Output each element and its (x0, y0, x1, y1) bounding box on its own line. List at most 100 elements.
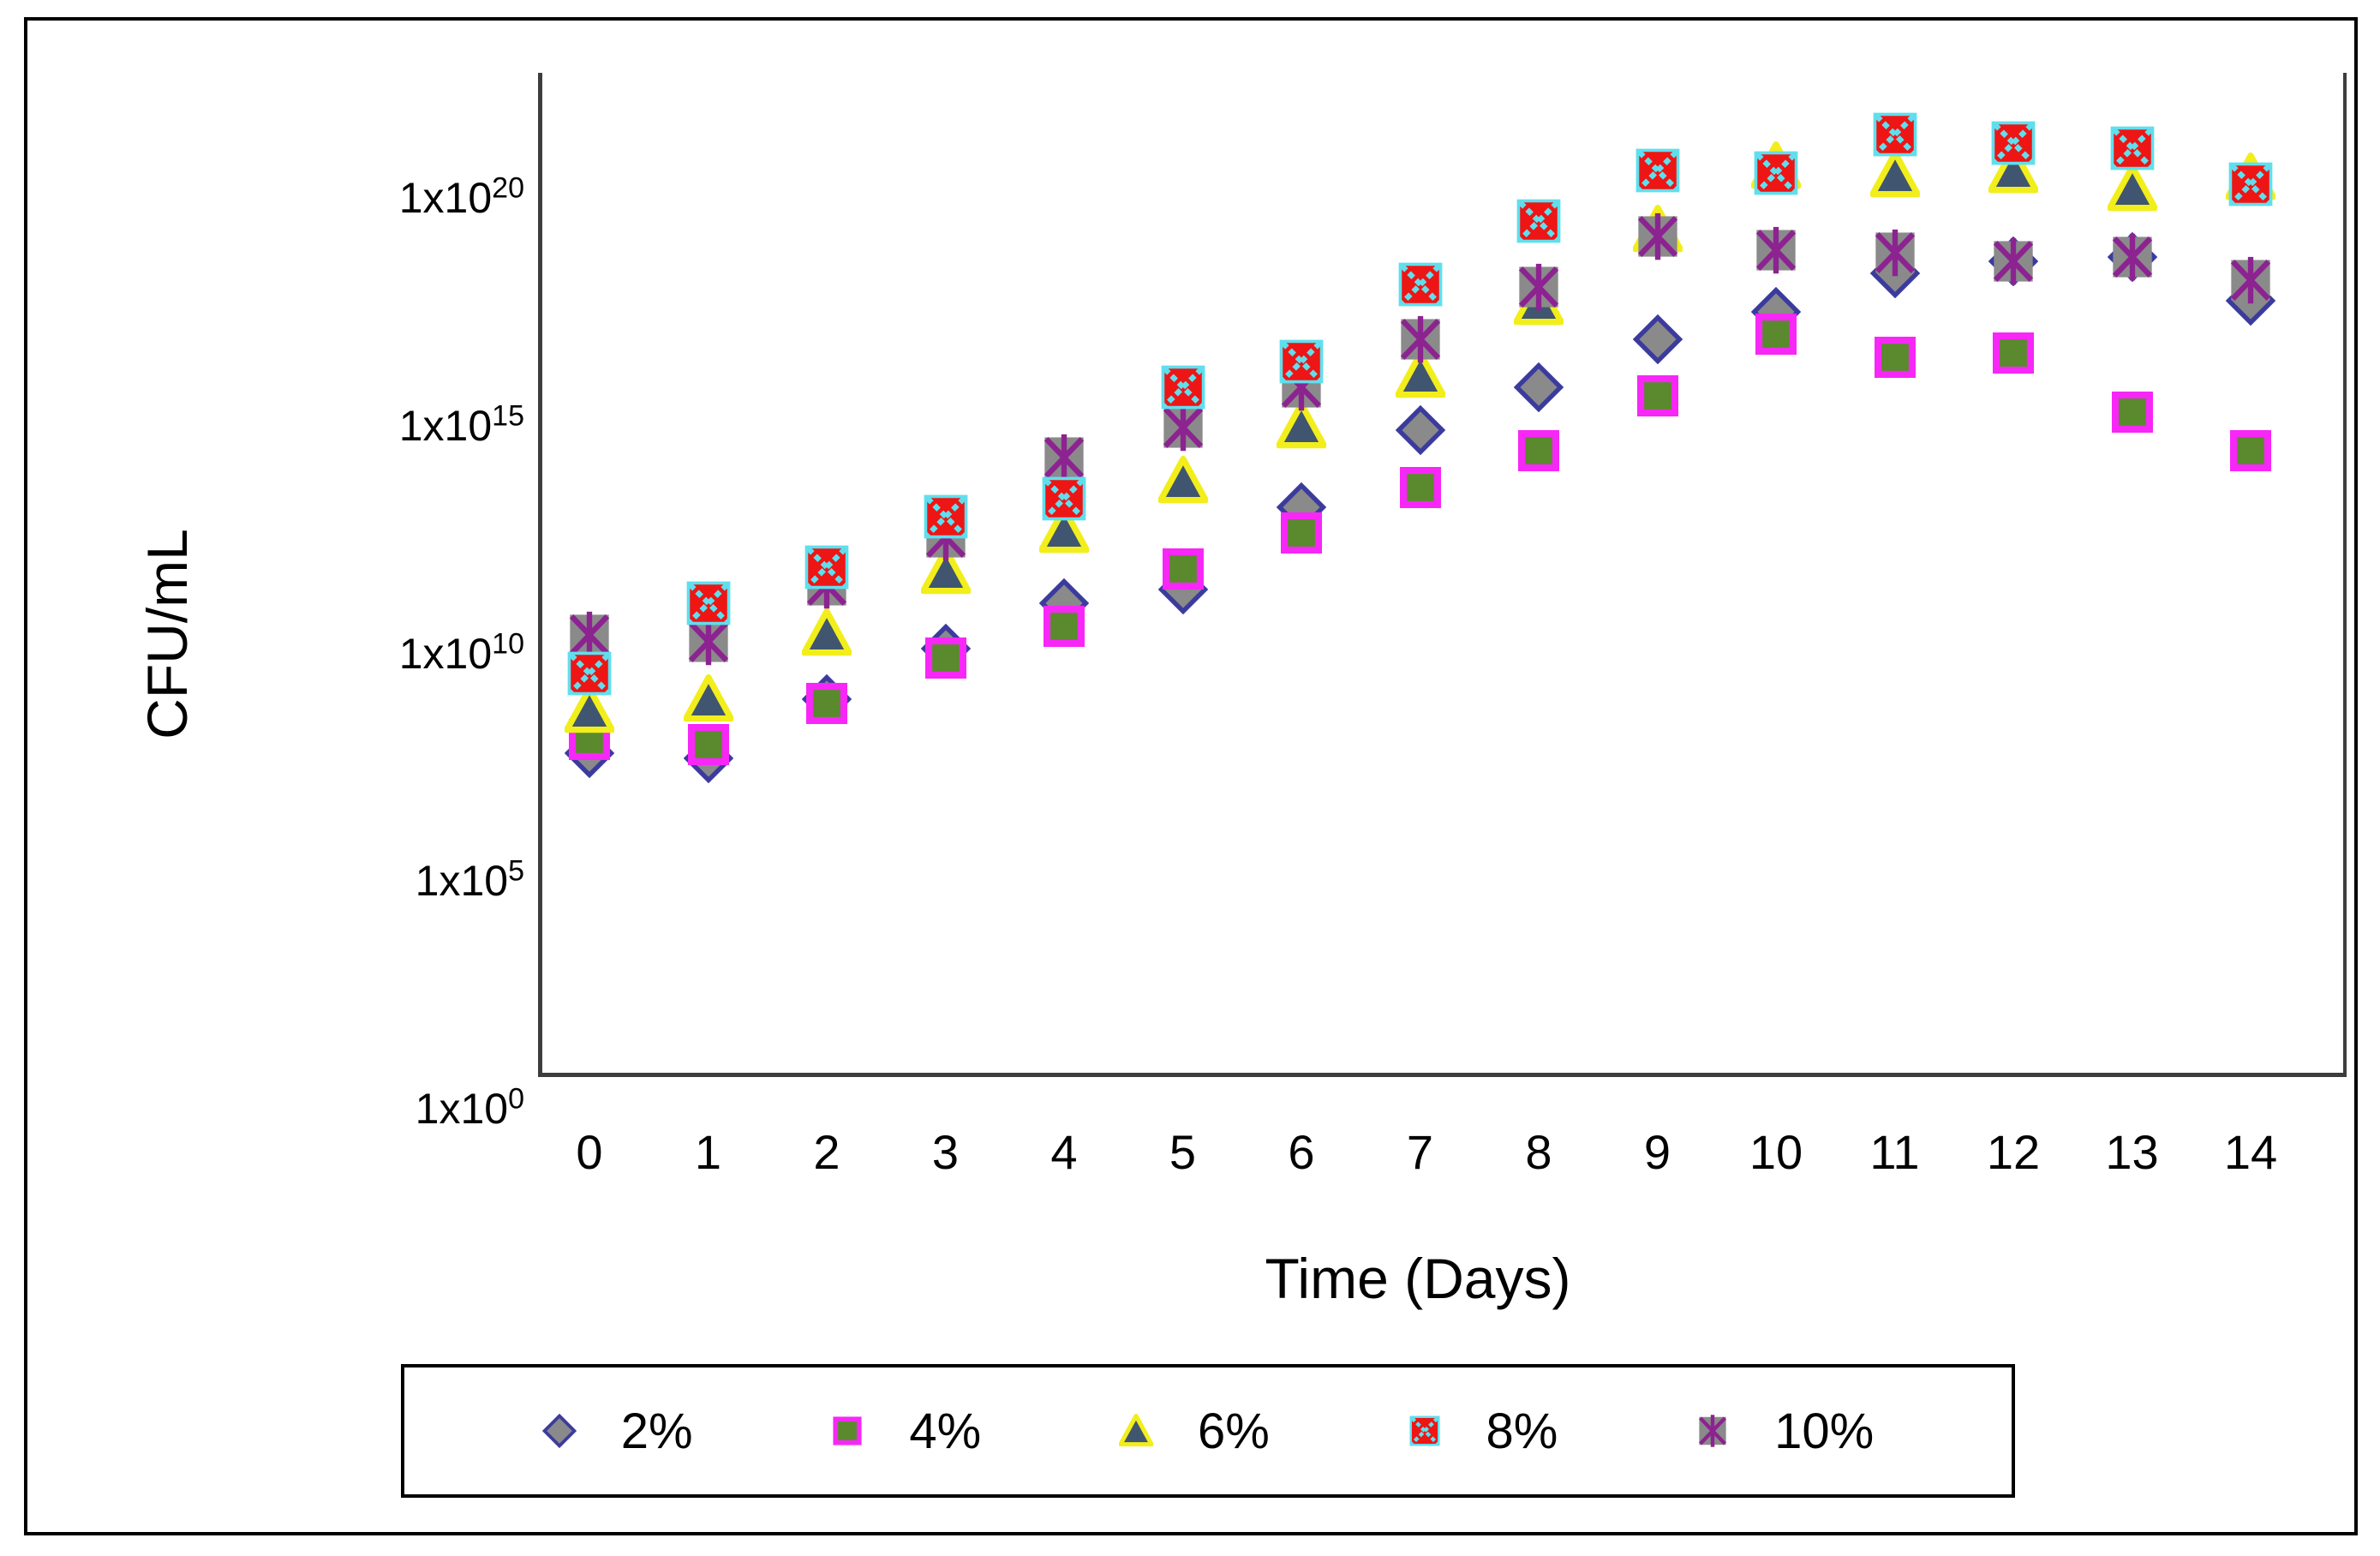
x-square-icon (1042, 476, 1086, 521)
marker-8pct-day-4 (1039, 474, 1089, 524)
marker-10pct-day-11 (1870, 228, 1920, 278)
marker-10pct-day-5 (1158, 403, 1208, 452)
asterisk-icon (2230, 256, 2271, 303)
x-tick-label-5: 5 (1169, 1125, 1197, 1179)
square-icon (1162, 548, 1204, 590)
triangle-icon (801, 607, 852, 655)
asterisk-icon (569, 612, 610, 659)
triangle-icon (682, 673, 734, 721)
diamond-icon (1395, 404, 1445, 456)
marker-6pct-day-7 (1394, 350, 1446, 400)
marker-6pct-day-11 (1869, 150, 1921, 200)
x-tick-label-4: 4 (1050, 1125, 1078, 1179)
x-tick-label-1: 1 (694, 1125, 722, 1179)
asterisk-icon (1993, 238, 2034, 285)
square-icon (805, 682, 848, 724)
marker-2pct-day-7 (1395, 404, 1445, 456)
x-square-icon (804, 545, 849, 589)
right-axis-line (2343, 73, 2347, 1077)
asterisk-icon (1699, 1415, 1727, 1447)
x-square-icon (2110, 126, 2154, 170)
x-square-icon (1873, 112, 1917, 156)
square-icon (687, 723, 729, 765)
square-icon (924, 637, 966, 679)
marker-4pct-day-5 (1158, 544, 1208, 594)
x-tick-label-6: 6 (1288, 1125, 1315, 1179)
triangle-icon (1988, 146, 2039, 194)
diamond-icon (1513, 362, 1564, 412)
figure-border (24, 17, 2358, 1535)
x-tick-label-13: 13 (2105, 1125, 2159, 1179)
asterisk-icon (2112, 233, 2152, 281)
legend-box: 2% 4% 6% 8% 10% (401, 1364, 2015, 1498)
marker-10pct-day-9 (1633, 212, 1683, 261)
marker-8pct-day-8 (1514, 196, 1564, 246)
marker-4pct-day-2 (802, 679, 852, 728)
marker-8pct-day-7 (1396, 260, 1445, 309)
marker-8pct-day-14 (2226, 159, 2275, 209)
x-tick-label-7: 7 (1406, 1125, 1434, 1179)
marker-8pct-day-10 (1751, 148, 1801, 198)
marker-6pct-day-12 (1988, 146, 2039, 195)
marker-10pct-day-14 (2226, 255, 2275, 305)
asterisk-icon (1043, 434, 1085, 482)
marker-4pct-day-6 (1277, 508, 1326, 558)
legend-label: 8% (1486, 1403, 1558, 1459)
marker-8pct-day-12 (1988, 118, 2038, 168)
x-axis-line (538, 1073, 2347, 1077)
asterisk-icon (1400, 315, 1440, 362)
x-square-icon (1991, 121, 2036, 165)
marker-10pct-day-12 (1988, 236, 2038, 286)
square-icon (1399, 466, 1441, 508)
x-tick-label-14: 14 (2223, 1125, 2278, 1179)
legend-label: 10% (1774, 1403, 1875, 1459)
y-tick-label-1e20: 1x1020 (398, 171, 524, 222)
legend-label: 2% (620, 1403, 693, 1459)
marker-8pct-day-1 (684, 578, 733, 628)
marker-10pct-day-10 (1751, 225, 1801, 275)
x-square-icon (1398, 262, 1442, 307)
marker-10pct-day-4 (1039, 433, 1089, 482)
square-icon (2229, 429, 2272, 471)
marker-4pct-day-10 (1751, 309, 1801, 359)
marker-4pct-day-9 (1633, 371, 1683, 421)
asterisk-icon (688, 619, 728, 666)
asterisk-icon (1637, 212, 1677, 260)
x-square-icon (1754, 151, 1798, 195)
asterisk-icon (1755, 226, 1797, 274)
x-square-icon (567, 652, 612, 696)
x-tick-label-10: 10 (1749, 1125, 1803, 1179)
marker-8pct-day-0 (565, 649, 614, 698)
marker-8pct-day-6 (1277, 337, 1326, 386)
marker-6pct-day-5 (1157, 455, 1209, 506)
square-icon (1874, 337, 1916, 379)
square-icon (1992, 332, 2035, 374)
square-icon (833, 1416, 862, 1445)
marker-4pct-day-7 (1396, 463, 1445, 512)
x-tick-label-2: 2 (813, 1125, 840, 1179)
x-square-icon (1161, 365, 1205, 409)
x-square-icon (2228, 162, 2273, 206)
x-square-icon (686, 581, 730, 625)
marker-6pct-day-2 (801, 607, 852, 658)
marker-8pct-day-5 (1158, 362, 1208, 412)
legend-item-8pct: 8% (1408, 1403, 1558, 1460)
asterisk-icon (1163, 404, 1203, 452)
marker-10pct-day-13 (2108, 232, 2157, 282)
marker-8pct-day-9 (1633, 146, 1683, 195)
marker-10pct-day-1 (684, 617, 733, 667)
square-icon (2111, 391, 2153, 433)
triangle-icon (1118, 1414, 1153, 1447)
diamond-icon (1632, 314, 1683, 364)
marker-6pct-day-3 (919, 546, 972, 596)
marker-4pct-day-13 (2108, 387, 2157, 437)
legend-label: 6% (1197, 1403, 1270, 1459)
triangle-icon (1038, 505, 1090, 554)
marker-10pct-day-7 (1396, 314, 1445, 364)
diamond-icon (541, 1414, 577, 1448)
x-tick-label-12: 12 (1986, 1125, 2041, 1179)
triangle-icon (1276, 400, 1327, 449)
marker-8pct-day-13 (2108, 123, 2157, 173)
marker-8pct-day-2 (802, 542, 852, 592)
triangle-icon (919, 546, 972, 595)
